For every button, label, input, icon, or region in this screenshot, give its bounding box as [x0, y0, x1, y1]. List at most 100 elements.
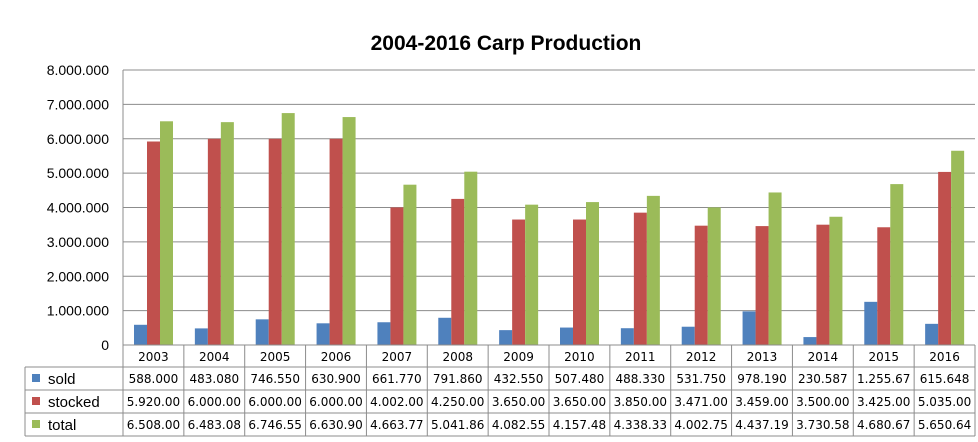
data-label-sold: 483.080 — [189, 372, 239, 386]
bar-sold-2006 — [316, 323, 330, 345]
data-label-stocked: 3.471.00 — [674, 395, 727, 409]
data-label-total: 4.338.33 — [614, 418, 667, 432]
data-label-sold: 661.770 — [372, 372, 422, 386]
data-label-stocked: 4.250.00 — [431, 395, 484, 409]
bar-stocked-2005 — [268, 138, 282, 345]
data-label-total: 6.483.08 — [188, 418, 241, 432]
x-tick-label: 2011 — [625, 350, 656, 364]
data-label-sold: 630.900 — [311, 372, 361, 386]
bar-stocked-2006 — [329, 138, 343, 345]
legend-swatch-stocked — [32, 397, 40, 405]
bar-total-2005 — [281, 113, 295, 345]
x-tick-label: 2015 — [868, 350, 899, 364]
data-label-stocked: 3.459.00 — [735, 395, 788, 409]
y-tick-label: 0 — [101, 337, 109, 353]
data-label-total: 4.663.77 — [370, 418, 423, 432]
legend-label-stocked: stocked — [48, 394, 100, 411]
bar-total-2011 — [646, 195, 660, 345]
data-label-total: 6.746.55 — [248, 418, 301, 432]
bar-sold-2015 — [864, 301, 878, 345]
data-label-sold: 432.550 — [494, 372, 544, 386]
y-tick-label: 4.000.000 — [47, 200, 109, 216]
x-tick-label: 2004 — [199, 350, 230, 364]
bar-total-2015 — [890, 184, 904, 345]
data-label-total: 6.508.00 — [127, 418, 180, 432]
bar-sold-2014 — [803, 337, 817, 345]
bar-total-2008 — [464, 171, 478, 345]
data-label-stocked: 3.500.00 — [796, 395, 849, 409]
data-label-total: 4.157.48 — [553, 418, 606, 432]
y-tick-label: 1.000.000 — [47, 303, 109, 319]
data-label-total: 4.002.75 — [674, 418, 727, 432]
data-label-sold: 230.587 — [798, 372, 848, 386]
data-label-stocked: 5.920.00 — [127, 395, 180, 409]
bar-total-2012 — [707, 207, 721, 345]
data-label-stocked: 6.000.00 — [188, 395, 241, 409]
bar-stocked-2010 — [573, 219, 586, 345]
x-tick-label: 2006 — [321, 350, 352, 364]
bar-sold-2008 — [438, 317, 452, 345]
bar-sold-2010 — [560, 327, 573, 345]
bar-total-2006 — [342, 117, 356, 346]
data-label-total: 5.041.86 — [431, 418, 484, 432]
bar-stocked-2007 — [390, 207, 404, 345]
bar-sold-2016 — [925, 323, 939, 345]
y-tick-label: 3.000.000 — [47, 234, 109, 250]
bar-sold-2007 — [377, 322, 391, 345]
data-label-total: 6.630.90 — [309, 418, 362, 432]
bar-sold-2009 — [499, 330, 513, 345]
legend-label-total: total — [48, 417, 76, 434]
bar-stocked-2014 — [816, 224, 830, 345]
bar-sold-2003 — [134, 324, 147, 345]
y-tick-label: 2.000.000 — [47, 268, 109, 284]
data-label-stocked: 3.650.00 — [492, 395, 545, 409]
legend-label-sold: sold — [48, 371, 76, 388]
bar-stocked-2004 — [207, 138, 221, 345]
data-label-sold: 488.330 — [615, 372, 665, 386]
legend-swatch-sold — [32, 374, 40, 382]
bar-stocked-2015 — [877, 227, 891, 345]
bar-sold-2004 — [194, 328, 208, 345]
bar-total-2004 — [220, 122, 234, 345]
data-label-stocked: 5.035.00 — [918, 395, 971, 409]
data-label-sold: 615.648 — [920, 372, 970, 386]
data-label-sold: 588.000 — [129, 372, 179, 386]
data-label-sold: 1.255.67 — [857, 372, 910, 386]
bar-stocked-2003 — [147, 141, 160, 345]
x-tick-label: 2009 — [503, 350, 534, 364]
data-label-total: 4.680.67 — [857, 418, 910, 432]
x-tick-label: 2012 — [686, 350, 717, 364]
y-tick-label: 8.000.000 — [47, 62, 109, 78]
bar-stocked-2011 — [633, 212, 647, 345]
x-tick-label: 2013 — [747, 350, 778, 364]
bar-sold-2005 — [255, 319, 269, 345]
x-tick-label: 2014 — [808, 350, 839, 364]
bar-stocked-2009 — [512, 219, 526, 345]
bar-sold-2013 — [742, 311, 756, 345]
bar-total-2010 — [586, 202, 599, 345]
bar-stocked-2013 — [755, 226, 769, 345]
data-label-total: 3.730.58 — [796, 418, 849, 432]
bar-sold-2012 — [681, 326, 695, 345]
bar-sold-2011 — [620, 328, 634, 345]
data-label-stocked: 6.000.00 — [248, 395, 301, 409]
data-label-stocked: 3.425.00 — [857, 395, 910, 409]
x-tick-label: 2007 — [382, 350, 413, 364]
y-tick-label: 6.000.000 — [47, 131, 109, 147]
x-tick-label: 2005 — [260, 350, 291, 364]
bar-stocked-2012 — [694, 225, 708, 345]
bar-total-2007 — [403, 184, 417, 345]
x-tick-label: 2010 — [564, 350, 595, 364]
chart-title: 2004-2016 Carp Production — [371, 32, 642, 55]
data-label-sold: 531.750 — [676, 372, 726, 386]
legend-swatch-total — [32, 420, 40, 428]
bar-stocked-2008 — [451, 198, 465, 345]
data-label-total: 4.437.19 — [735, 418, 788, 432]
data-label-stocked: 6.000.00 — [309, 395, 362, 409]
data-label-stocked: 3.850.00 — [614, 395, 667, 409]
bar-total-2016 — [951, 150, 965, 345]
bar-total-2009 — [525, 204, 539, 345]
y-tick-label: 7.000.000 — [47, 96, 109, 112]
y-tick-label: 5.000.000 — [47, 165, 109, 181]
